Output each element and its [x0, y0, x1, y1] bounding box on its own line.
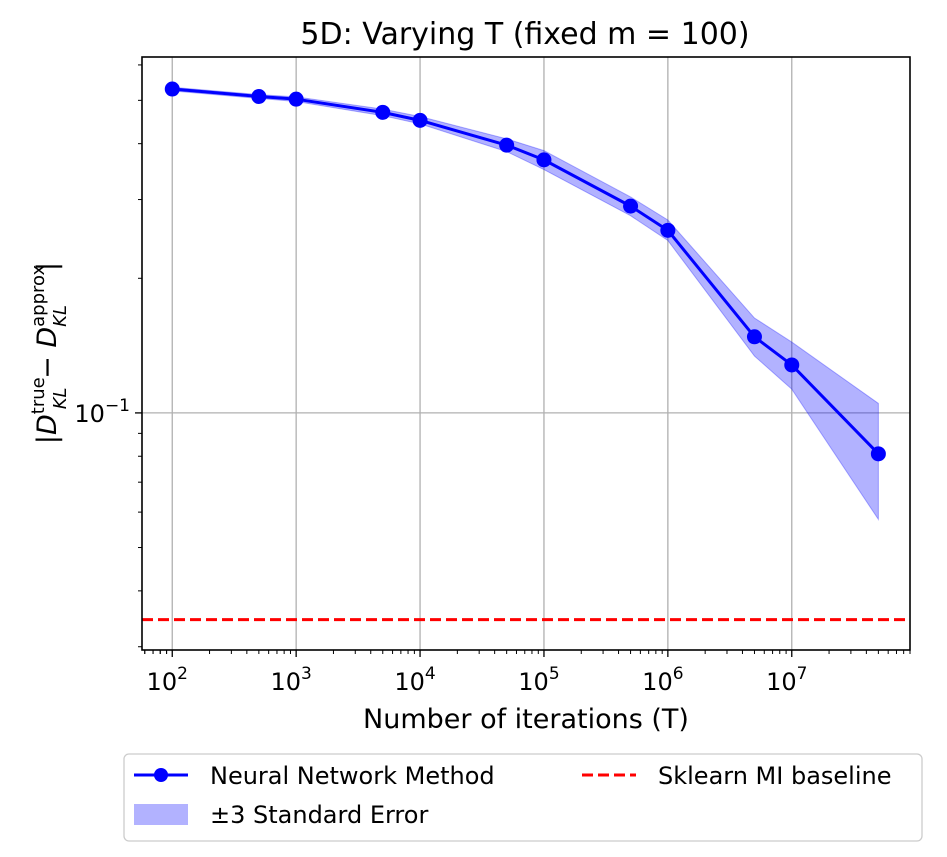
y-tick-label: 10−1: [74, 396, 130, 428]
data-point: [784, 357, 800, 373]
legend-label-neural-network: Neural Network Method: [210, 762, 495, 790]
data-point: [870, 446, 886, 462]
legend-frame: [123, 753, 923, 842]
data-point: [251, 88, 267, 104]
data-point: [623, 198, 639, 214]
y-label-suffix: |: [32, 262, 63, 271]
x-tick-label: 102: [147, 664, 188, 696]
y-label-approx-sup: approx: [28, 264, 49, 326]
y-axis-label: |DtrueKL − DapproxKL|: [28, 262, 71, 444]
series-layer: [164, 81, 886, 462]
legend-swatch-standard-error: [134, 804, 188, 825]
y-axis-ticks: 10−1: [74, 64, 142, 648]
x-axis-label: Number of iterations (T): [363, 704, 689, 735]
data-point: [499, 137, 515, 153]
x-tick-label: 107: [766, 664, 807, 696]
x-tick-label: 106: [642, 664, 683, 696]
y-label-minus: − D: [32, 327, 63, 388]
y-label-prefix: |D: [32, 414, 63, 444]
plot-area: [142, 57, 910, 650]
chart-title: 5D: Varying T (fixed m = 100): [300, 17, 749, 52]
legend: Neural Network Method ±3 Standard Error …: [123, 753, 923, 842]
y-label-kl-sub-1: KL: [50, 387, 71, 409]
axes-frame: [141, 56, 911, 651]
data-point: [375, 104, 391, 120]
legend-marker-neural-network: [154, 768, 168, 782]
x-axis-ticks: 102 103 104 105 106 107: [144, 650, 911, 696]
y-label-true-sup: true: [28, 377, 49, 414]
y-label-kl-sub-2: KL: [50, 305, 71, 327]
data-point: [660, 222, 676, 238]
data-point: [536, 152, 552, 168]
legend-label-standard-error: ±3 Standard Error: [210, 801, 428, 829]
data-point: [288, 91, 304, 107]
data-point: [412, 112, 428, 128]
data-point: [746, 329, 762, 345]
x-tick-label: 103: [270, 664, 311, 696]
x-tick-label: 105: [518, 664, 559, 696]
x-tick-label: 104: [394, 664, 435, 696]
data-point: [164, 81, 180, 97]
legend-label-sklearn-baseline: Sklearn MI baseline: [658, 762, 892, 790]
